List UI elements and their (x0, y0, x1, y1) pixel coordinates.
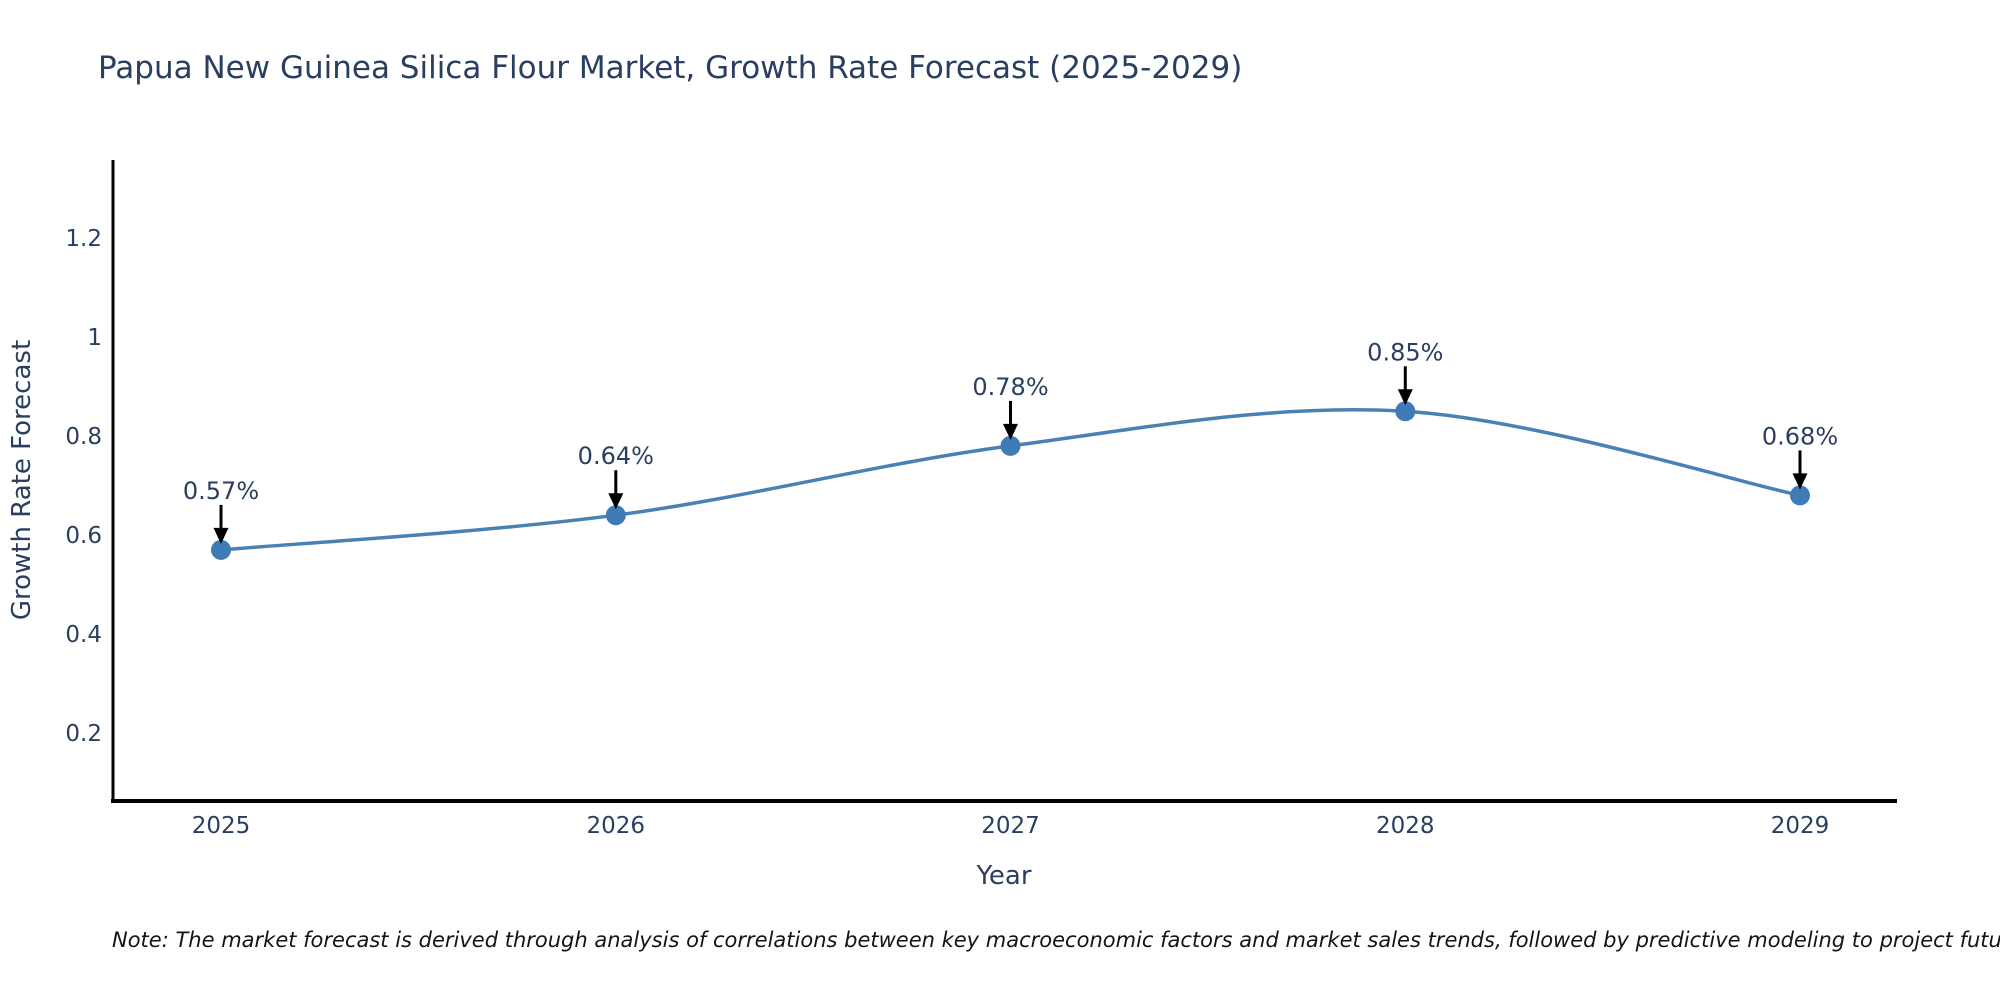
data-point-marker[interactable] (1790, 485, 1810, 506)
annotation-arrowhead (608, 493, 624, 510)
y-tick-label: 1.2 (65, 226, 102, 252)
annotation-arrowhead (1792, 473, 1808, 490)
y-tick-label: 0.6 (65, 523, 102, 549)
point-annotation-label: 0.68% (1762, 422, 1838, 450)
data-point-marker[interactable] (211, 539, 231, 560)
data-point-marker[interactable] (605, 505, 626, 526)
footnote: Note: The market forecast is derived thr… (112, 928, 2000, 952)
y-tick-label: 0.8 (65, 424, 102, 450)
x-tick-label: 2028 (1376, 813, 1435, 839)
annotation-arrowhead (1003, 423, 1018, 440)
x-tick-label: 2026 (587, 813, 646, 839)
annotation-arrowhead (213, 527, 229, 544)
annotation-arrowhead (1397, 389, 1413, 406)
point-annotation-label: 0.78% (972, 373, 1048, 401)
point-annotation-label: 0.57% (183, 477, 259, 505)
x-tick-label: 2025 (192, 813, 251, 839)
x-tick-label: 2029 (1771, 813, 1830, 839)
x-axis-title: Year (975, 861, 1031, 891)
y-axis-title: Growth Rate Forecast (7, 340, 37, 620)
point-annotation-label: 0.85% (1367, 338, 1443, 366)
data-point-marker[interactable] (1395, 401, 1416, 422)
data-point-marker[interactable] (1000, 435, 1021, 456)
y-tick-label: 1 (87, 325, 102, 351)
y-tick-label: 0.4 (65, 622, 102, 648)
y-tick-label: 0.2 (65, 721, 102, 747)
point-annotation-label: 0.64% (578, 442, 654, 470)
x-tick-label: 2027 (981, 813, 1040, 839)
chart-title: Papua New Guinea Silica Flour Market, Gr… (98, 50, 1243, 86)
